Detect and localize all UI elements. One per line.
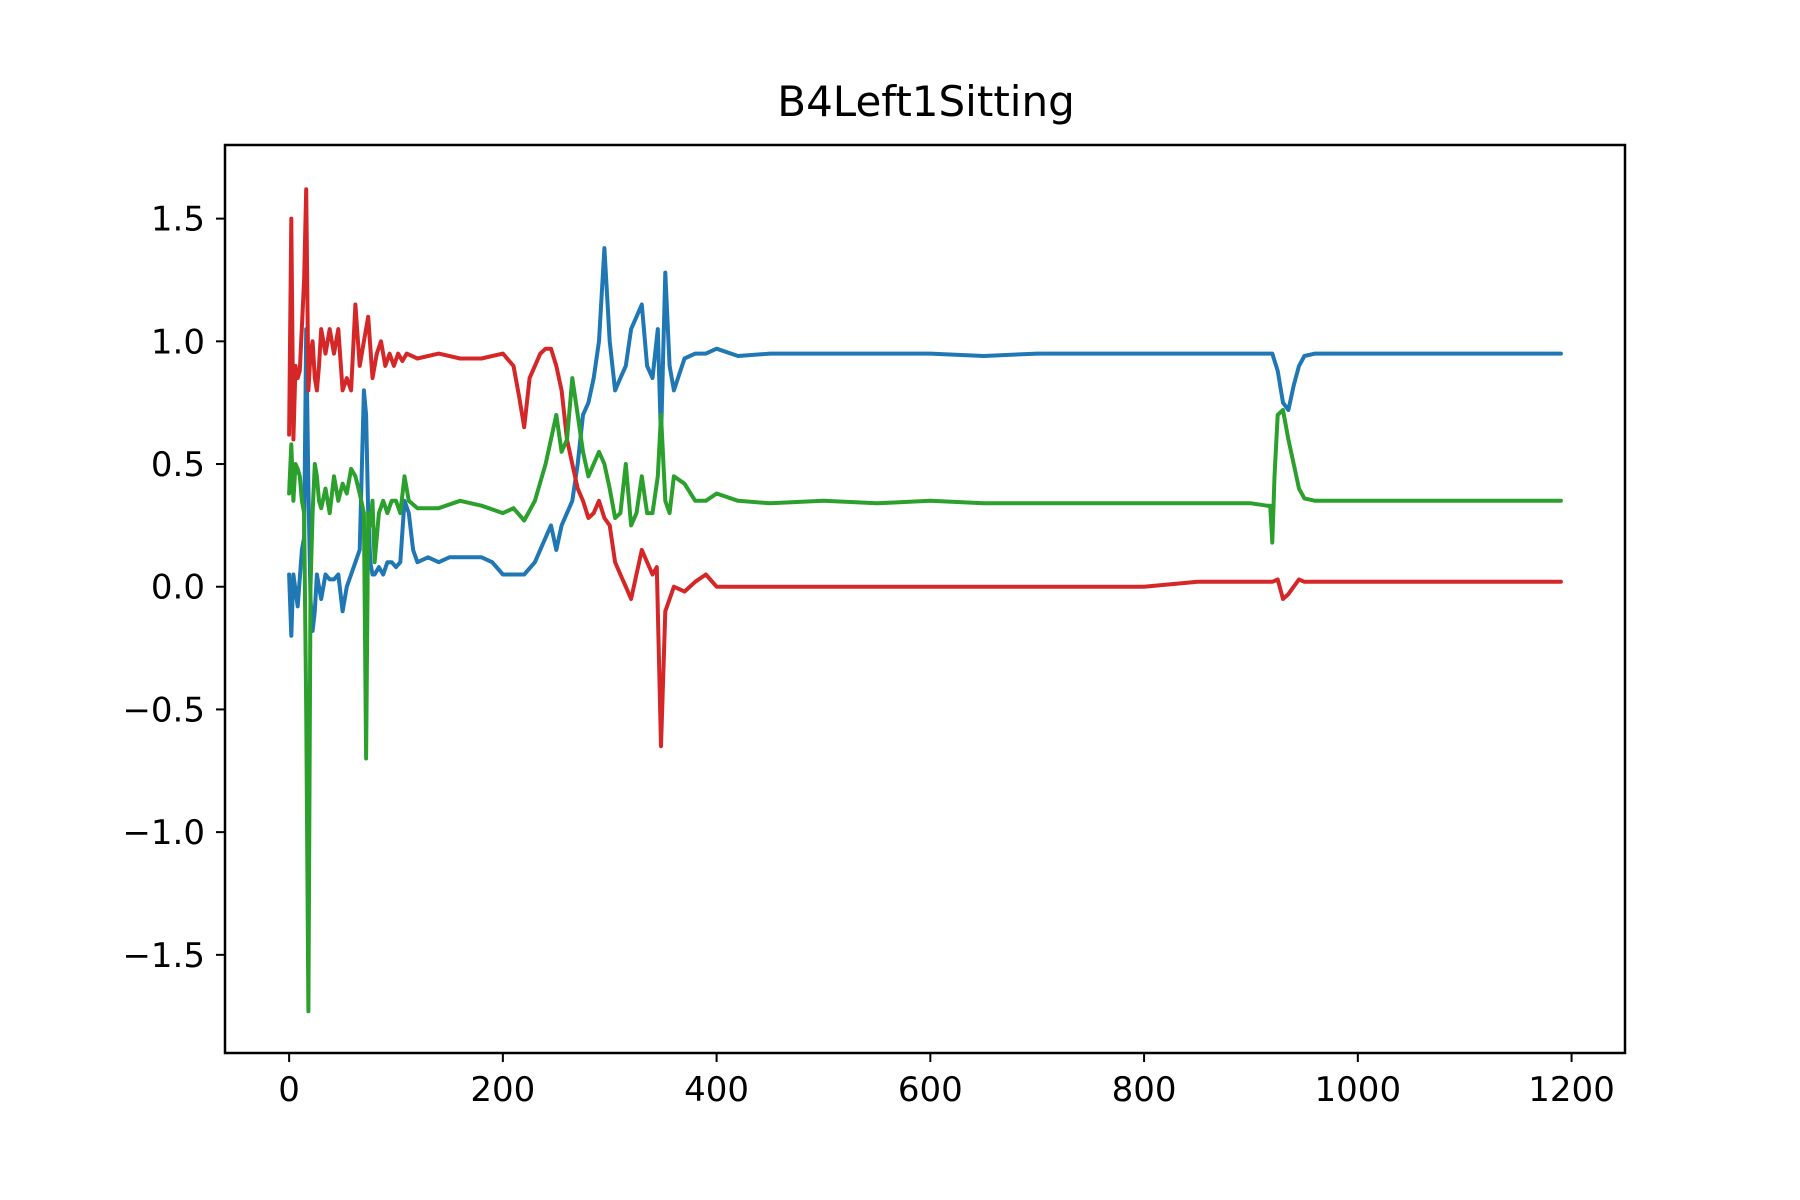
y-tick-label: −0.5 bbox=[122, 690, 205, 730]
x-tick-label: 200 bbox=[470, 1070, 535, 1110]
x-tick-label: 600 bbox=[898, 1070, 963, 1110]
x-tick-label: 1000 bbox=[1315, 1070, 1402, 1110]
chart-title: B4Left1Sitting bbox=[777, 77, 1075, 126]
series-layer bbox=[287, 187, 1563, 1014]
plot-area-frame bbox=[223, 143, 1627, 1055]
y-tick-label: −1.5 bbox=[122, 936, 205, 976]
series-line-2 bbox=[287, 376, 1563, 1014]
y-tick-label: 1.0 bbox=[151, 322, 205, 362]
x-tick-label: 400 bbox=[684, 1070, 749, 1110]
series-line-1 bbox=[287, 187, 1563, 749]
x-tick-label: 800 bbox=[1112, 1070, 1177, 1110]
y-tick-label: −1.0 bbox=[122, 813, 205, 853]
series-line-0 bbox=[287, 246, 1563, 638]
y-axis-ticks: −1.5 −1.0 −0.5 0.0 0.5 1.0 1.5 bbox=[122, 200, 225, 976]
y-tick-label: 0.0 bbox=[151, 568, 205, 608]
x-tick-label: 0 bbox=[278, 1070, 300, 1110]
y-tick-label: 1.5 bbox=[151, 200, 205, 240]
x-axis-ticks: 0 200 400 600 800 1000 1200 bbox=[278, 1053, 1615, 1110]
x-tick-label: 1200 bbox=[1528, 1070, 1615, 1110]
y-tick-label: 0.5 bbox=[151, 445, 205, 485]
